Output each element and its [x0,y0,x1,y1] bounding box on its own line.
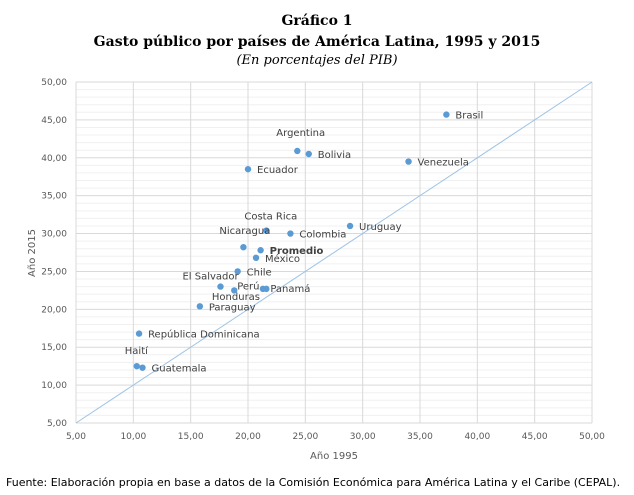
x-tick-label: 30,00 [350,432,376,442]
x-tick-label: 15,00 [178,432,204,442]
x-tick-label: 50,00 [579,432,605,442]
data-label: Brasil [455,111,483,122]
y-tick-label: 25,00 [41,267,67,277]
data-label: Haití [125,345,149,357]
x-tick-label: 35,00 [407,432,433,442]
data-label: Paraguay [209,302,256,313]
data-point [257,247,264,254]
x-tick-label: 10,00 [120,432,146,442]
data-label: Argentina [276,128,325,139]
data-label: Uruguay [359,222,402,233]
data-point [405,158,412,165]
data-point [263,227,270,234]
y-tick-label: 45,00 [41,116,67,126]
data-point [196,303,204,310]
data-point [135,330,143,337]
y-axis-label: Año 2015 [27,229,38,277]
data-label: Venezuela [418,158,469,169]
data-point [305,150,312,158]
y-tick-label: 40,00 [41,154,67,164]
data-point [263,285,270,293]
data-label: México [265,253,300,265]
y-tick-label: 20,00 [41,305,67,315]
y-tick-label: 10,00 [41,381,67,391]
data-point [231,287,238,294]
y-tick-label: 35,00 [41,192,67,202]
reference-line [75,81,593,424]
data-label: Nicaragua [219,226,270,237]
data-label: Ecuador [257,165,299,176]
data-label: Perú [237,280,259,292]
chart-subtitle: Gasto público por países de América Lati… [93,34,541,50]
y-tick-label: 50,00 [41,78,67,88]
data-point [217,283,224,290]
chart-unit-note: (En porcentajes del PIB) [236,53,398,68]
chart-title: Gráfico 1 [281,13,353,29]
data-point [294,147,301,155]
data-point [287,230,294,237]
x-tick-label: 25,00 [292,432,318,442]
data-point [133,362,140,370]
data-point [244,165,252,173]
y-tick-label: 15,00 [41,343,67,353]
data-point [443,111,450,118]
x-tick-label: 40,00 [464,432,490,442]
data-point [346,222,354,230]
data-point [234,268,241,275]
data-point [240,243,247,251]
data-label: Honduras [212,292,260,303]
data-label: República Dominicana [148,329,260,341]
source-footer: Fuente: Elaboración propia en base a dat… [6,476,621,489]
data-label: Panamá [270,283,310,295]
data-label: Promedio [270,246,324,257]
y-tick-label: 30,00 [41,230,67,240]
data-label: Colombia [299,230,346,241]
x-tick-label: 45,00 [522,432,548,442]
x-axis-label: Año 1995 [310,451,358,462]
data-label: Costa Rica [244,212,297,223]
data-label: Guatemala [152,364,207,375]
data-label: Chile [247,267,272,278]
data-label: Bolivia [318,150,351,161]
data-point [252,254,260,262]
x-tick-label: 5,00 [66,432,86,442]
data-label: El Salvador [182,272,239,283]
x-tick-label: 20,00 [235,432,261,442]
y-tick-label: 5,00 [47,419,67,429]
data-point [139,364,146,371]
